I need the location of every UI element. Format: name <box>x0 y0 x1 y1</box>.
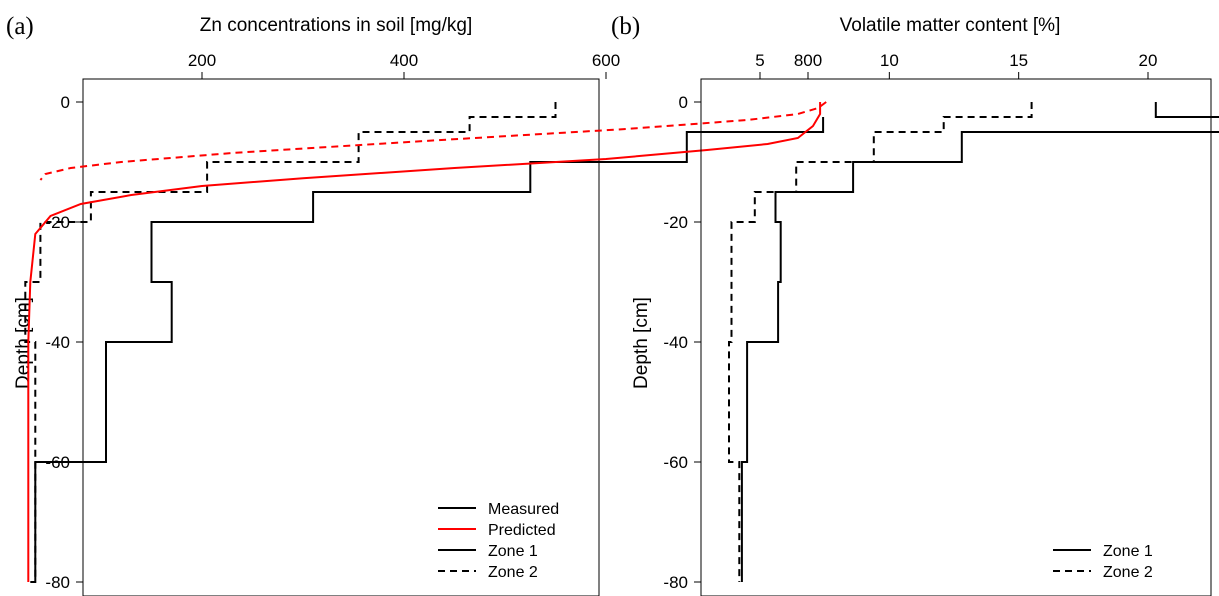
plot-frame-b <box>700 78 1212 596</box>
measured-zone-2-line <box>24 102 557 582</box>
y-tick-label: -80 <box>663 573 688 592</box>
predicted-zone-1-line <box>27 102 822 582</box>
y-axis-title-b: Depth [cm] <box>631 297 652 389</box>
x-tick-label: 15 <box>1009 51 1028 70</box>
y-tick-label: -60 <box>663 453 688 472</box>
x-axis-title-b: Volatile matter content [%] <box>840 15 1061 36</box>
x-tick-label: 10 <box>880 51 899 70</box>
x-tick-label: 20 <box>1139 51 1158 70</box>
x-tick-label: 800 <box>794 51 822 70</box>
x-tick-label: 600 <box>592 51 620 70</box>
x-tick-label: 5 <box>755 51 764 70</box>
measured-zone-1-line <box>30 117 825 583</box>
zone-1-line <box>740 102 1219 582</box>
legend-label: Predicted <box>488 522 556 539</box>
panel-a: (a) Zn concentrations in soil [mg/kg] De… <box>6 13 827 596</box>
y-tick-label: -20 <box>663 213 688 232</box>
y-tick-label: -40 <box>45 333 70 352</box>
y-tick-label: -40 <box>663 333 688 352</box>
y-tick-label: 0 <box>679 93 688 112</box>
panel-label-b: (b) <box>611 13 640 40</box>
y-tick-label: -80 <box>45 573 70 592</box>
plot-frame-a <box>82 78 600 596</box>
x-tick-label: 400 <box>390 51 418 70</box>
panel-label-a: (a) <box>6 13 34 40</box>
legend-label: Zone 1 <box>1103 543 1153 560</box>
legend-label: Zone 1 <box>488 543 538 560</box>
x-axis-title-a: Zn concentrations in soil [mg/kg] <box>200 15 472 36</box>
legend-label: Measured <box>488 501 559 518</box>
legend-label: Zone 2 <box>488 564 538 581</box>
predicted-zone-2-line <box>39 101 827 181</box>
x-tick-label: 200 <box>188 51 216 70</box>
y-tick-label: 0 <box>61 93 70 112</box>
legend-label: Zone 2 <box>1103 564 1153 581</box>
y-axis-title-a: Depth [cm] <box>13 297 34 389</box>
panel-b: (b) Volatile matter content [%] Depth [c… <box>611 13 1219 596</box>
zone-2-line <box>728 102 1033 582</box>
